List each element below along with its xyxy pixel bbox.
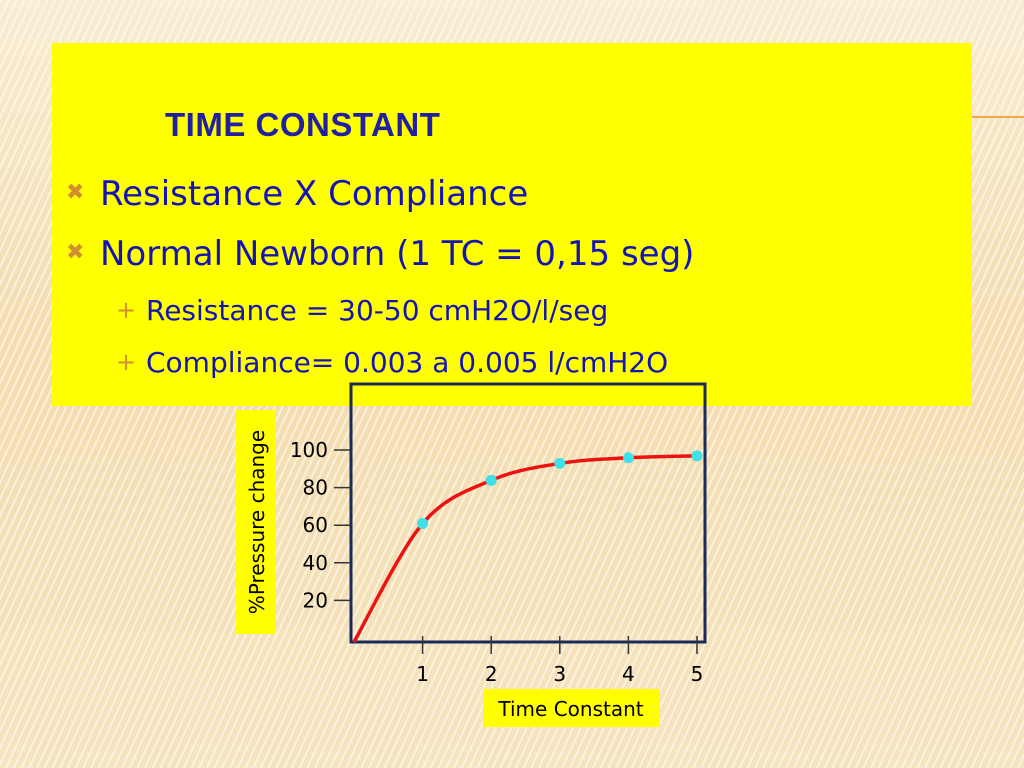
- x-tick-label: 4: [622, 662, 635, 686]
- y-tick-label: 40: [303, 551, 328, 575]
- bullet-text: Resistance X Compliance: [100, 174, 529, 214]
- sub-bullet-item: + Resistance = 30-50 cmH2O/l/seg: [116, 294, 608, 327]
- y-axis-ticks: 20 40 60 80 100: [290, 438, 351, 612]
- x-tick-label: 1: [416, 662, 429, 686]
- data-point: [554, 457, 566, 469]
- plus-bullet-icon: +: [116, 296, 137, 324]
- y-axis-label: %Pressure change: [245, 430, 269, 614]
- series-line: [352, 454, 698, 643]
- data-point: [622, 452, 634, 464]
- bullet-text: Normal Newborn (1 TC = 0,15 seg): [100, 234, 695, 274]
- sub-bullet-text: Resistance = 30-50 cmH2O/l/seg: [146, 294, 609, 327]
- data-point: [691, 450, 703, 462]
- y-tick-label: 100: [290, 438, 328, 462]
- y-axis-label-box: [236, 410, 276, 634]
- bullet-item: ✖ Normal Newborn (1 TC = 0,15 seg): [66, 234, 694, 274]
- cross-bullet-icon: ✖: [66, 180, 85, 205]
- cross-bullet-icon: ✖: [66, 240, 85, 265]
- plus-bullet-icon: +: [116, 348, 137, 376]
- x-tick-label: 2: [485, 662, 498, 686]
- content-panel: [52, 43, 972, 406]
- x-axis-label: Time Constant: [497, 697, 643, 721]
- y-tick-label: 80: [303, 476, 328, 500]
- data-points: [417, 450, 703, 530]
- y-tick-label: 60: [303, 513, 328, 537]
- sub-bullet-item: + Compliance= 0.003 a 0.005 l/cmH2O: [116, 346, 668, 379]
- x-axis-ticks: 1 2 3 4 5: [416, 636, 703, 686]
- bullet-item: ✖ Resistance X Compliance: [66, 174, 528, 214]
- data-point: [485, 474, 497, 486]
- accent-line: [972, 116, 1024, 118]
- x-tick-label: 3: [553, 662, 566, 686]
- data-point: [417, 518, 429, 530]
- sub-bullet-text: Compliance= 0.003 a 0.005 l/cmH2O: [146, 346, 669, 379]
- y-tick-label: 20: [303, 588, 328, 612]
- x-axis-label-box: [483, 689, 660, 727]
- slide-title: TIME CONSTANT: [165, 106, 441, 143]
- x-tick-label: 5: [691, 662, 704, 686]
- plot-frame: [349, 382, 707, 644]
